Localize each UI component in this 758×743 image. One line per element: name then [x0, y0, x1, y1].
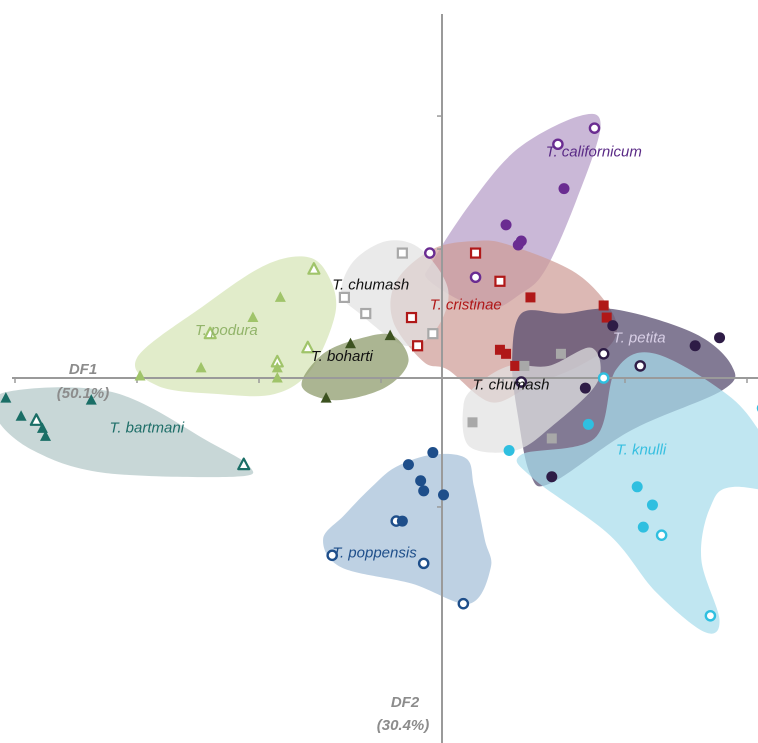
point-t-petita-2-3 — [597, 348, 610, 360]
point-t-cristinae-1-6 — [412, 340, 424, 352]
label-t-knulli-3: T. knulli — [616, 442, 667, 459]
point-t-bartmani-8-0 — [0, 392, 12, 403]
point-t-petita-2-7 — [546, 471, 558, 483]
label-t-podura-6: T. podura — [195, 322, 258, 339]
point-t-cristinae-1-7 — [494, 344, 505, 355]
label-t-cristinae-1: T. cristinae — [430, 296, 502, 313]
point-t-petita-2-5 — [515, 376, 528, 388]
point-t-boharti-7-2 — [320, 392, 332, 403]
group-hulls — [0, 113, 758, 634]
y-axis-label: DF2 — [391, 694, 420, 711]
point-t-poppensis-9-1 — [427, 447, 439, 459]
point-t-bartmani-8-1 — [85, 394, 97, 405]
point-t-podura-6-6 — [195, 361, 207, 373]
point-t-californicum-0-7 — [469, 271, 482, 284]
point-t-podura-6-2 — [247, 311, 259, 323]
point-t-podura-6-0 — [307, 262, 321, 275]
point-t-poppensis-9-2 — [415, 475, 427, 487]
label-t-chumash-4: T. chumash — [332, 276, 409, 293]
point-t-knulli-3-4 — [503, 445, 515, 457]
label-t-petita-2: T. petita — [613, 330, 666, 347]
point-t-podura-6-8 — [134, 369, 146, 381]
point-t-bartmani-8-2 — [15, 410, 27, 421]
point-t-californicum-0-3 — [500, 219, 512, 231]
point-t-californicum-0-6 — [423, 247, 436, 259]
point-t-petita-2-2 — [689, 340, 701, 352]
point-t-petita-2-0 — [607, 320, 619, 332]
hull-t-chumash-5 — [462, 347, 601, 453]
axes — [12, 14, 758, 743]
y-axis-percent: (30.4%) — [377, 717, 430, 734]
point-t-chumash-5-2 — [467, 417, 478, 428]
point-t-californicum-0-2 — [558, 183, 570, 195]
point-t-californicum-0-0 — [588, 122, 601, 134]
point-t-bartmani-8-4 — [36, 422, 48, 433]
axis-labels: DF1 (50.1%) DF2 (30.4%) — [57, 361, 430, 734]
point-t-knulli-3-0 — [597, 372, 610, 384]
point-t-poppensis-9-3 — [418, 485, 430, 497]
point-t-bartmani-8-6 — [237, 457, 251, 471]
point-t-podura-6-9 — [271, 372, 283, 383]
hull-t-boharti-7 — [301, 333, 409, 401]
point-t-knulli-3-6 — [631, 481, 643, 493]
point-t-boharti-7-1 — [384, 329, 396, 341]
hull-t-bartmani-8 — [0, 387, 254, 478]
point-t-chumash-4-3 — [427, 328, 439, 340]
point-t-knulli-3-9 — [655, 529, 668, 541]
point-t-poppensis-9-6 — [396, 515, 408, 527]
point-t-podura-6-7 — [271, 361, 283, 373]
x-axis-percent: (50.1%) — [57, 385, 110, 402]
hull-t-chumash-4 — [341, 240, 449, 347]
point-t-knulli-3-2 — [582, 418, 594, 430]
point-t-knulli-3-7 — [646, 499, 658, 511]
point-t-knulli-3-8 — [637, 521, 649, 533]
label-t-boharti-7: T. boharti — [311, 348, 374, 365]
point-t-podura-6-1 — [274, 291, 286, 302]
point-t-bartmani-8-3 — [29, 413, 43, 426]
label-t-chumash-5: T. chumash — [473, 377, 550, 394]
point-t-chumash-4-0 — [396, 247, 408, 259]
point-t-chumash-4-1 — [338, 291, 350, 303]
hull-t-poppensis-9 — [323, 453, 492, 604]
point-t-cristinae-1-4 — [601, 312, 612, 323]
point-t-californicum-0-1 — [552, 138, 564, 151]
point-t-chumash-5-0 — [555, 348, 566, 359]
point-t-cristinae-1-3 — [598, 300, 609, 311]
x-axis-label: DF1 — [69, 361, 97, 378]
hull-t-knulli-3 — [516, 352, 758, 634]
label-t-californicum-0: T. californicum — [546, 143, 642, 160]
point-t-poppensis-9-4 — [438, 489, 450, 501]
point-t-podura-6-3 — [203, 326, 217, 340]
point-t-poppensis-9-7 — [326, 549, 339, 562]
point-t-bartmani-8-5 — [40, 430, 51, 441]
point-t-petita-2-4 — [634, 360, 647, 372]
point-t-cristinae-1-0 — [469, 247, 482, 259]
point-t-podura-6-4 — [301, 340, 315, 354]
point-t-petita-2-1 — [714, 332, 726, 344]
point-t-cristinae-1-5 — [405, 311, 418, 324]
point-t-poppensis-9-0 — [402, 459, 414, 471]
group-labels: T. californicum T. cristinae T. petita T. k… — [110, 143, 667, 561]
point-t-knulli-3-10 — [704, 609, 717, 622]
label-t-bartmani-8: T. bartmani — [110, 419, 185, 436]
label-t-poppensis-9: T. poppensis — [332, 544, 417, 561]
point-t-chumash-5-1 — [519, 360, 530, 371]
data-points — [0, 122, 758, 622]
hull-t-podura-6 — [134, 256, 337, 397]
point-t-chumash-4-2 — [360, 307, 372, 320]
point-t-cristinae-1-1 — [494, 275, 506, 287]
point-t-boharti-7-0 — [345, 337, 356, 349]
point-t-cristinae-1-8 — [501, 348, 512, 359]
point-t-californicum-0-5 — [512, 239, 524, 251]
point-t-petita-2-6 — [579, 382, 591, 394]
point-t-cristinae-1-9 — [510, 360, 521, 371]
point-t-chumash-5-3 — [546, 433, 557, 444]
point-t-poppensis-9-9 — [457, 597, 470, 610]
point-t-poppensis-9-8 — [417, 557, 430, 570]
point-t-cristinae-1-2 — [525, 292, 536, 303]
